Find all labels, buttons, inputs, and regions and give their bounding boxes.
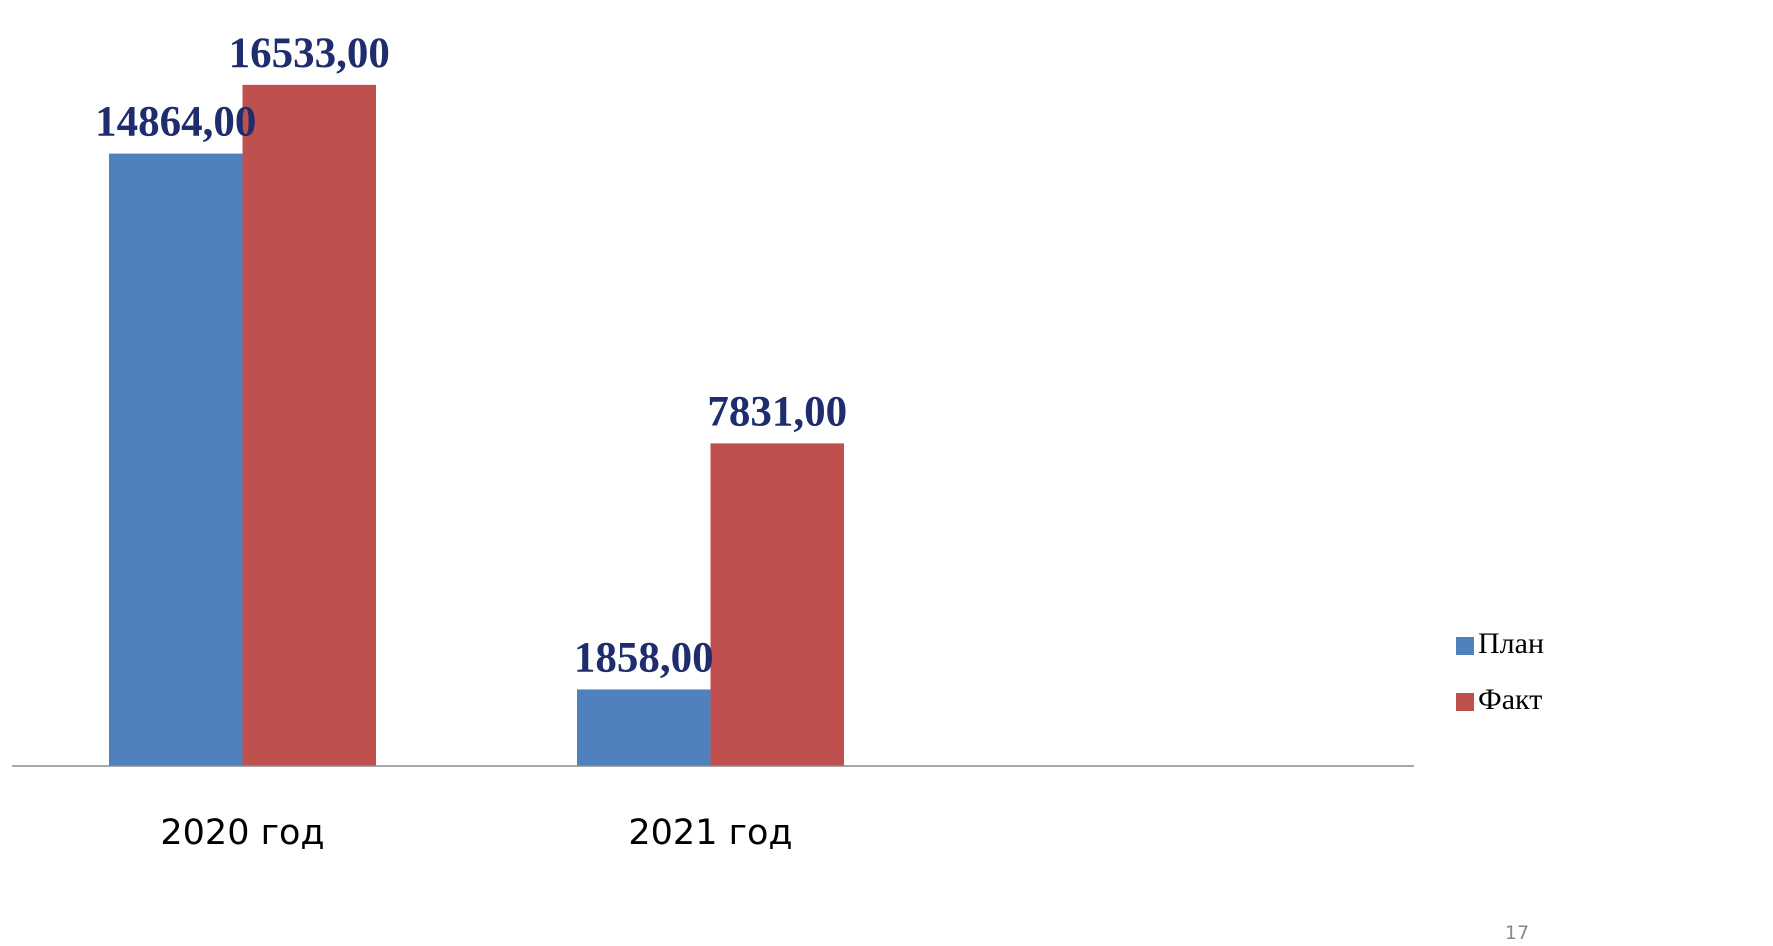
category-labels: 2020 год 2021 год — [160, 813, 792, 853]
legend-swatch — [1456, 637, 1474, 655]
data-label: 7831,00 — [707, 388, 847, 435]
page-number: 17 — [1505, 922, 1529, 944]
bar-fact — [242, 84, 376, 767]
data-label: 1858,00 — [574, 634, 714, 681]
data-label: 14864,00 — [95, 99, 256, 146]
bar-fact — [710, 443, 844, 766]
bar-plan — [577, 689, 711, 766]
legend: План Факт — [1456, 627, 1544, 716]
legend-label: План — [1478, 627, 1544, 660]
data-labels: 14864,00 1858,00 16533,00 7831,00 — [95, 30, 847, 682]
legend-label: Факт — [1478, 683, 1542, 716]
bar-plan — [109, 153, 243, 766]
category-label: 2021 год — [628, 813, 792, 853]
category-label: 2020 год — [160, 813, 324, 853]
legend-swatch — [1456, 693, 1474, 711]
bars-group — [109, 84, 844, 767]
data-label: 16533,00 — [229, 30, 390, 77]
